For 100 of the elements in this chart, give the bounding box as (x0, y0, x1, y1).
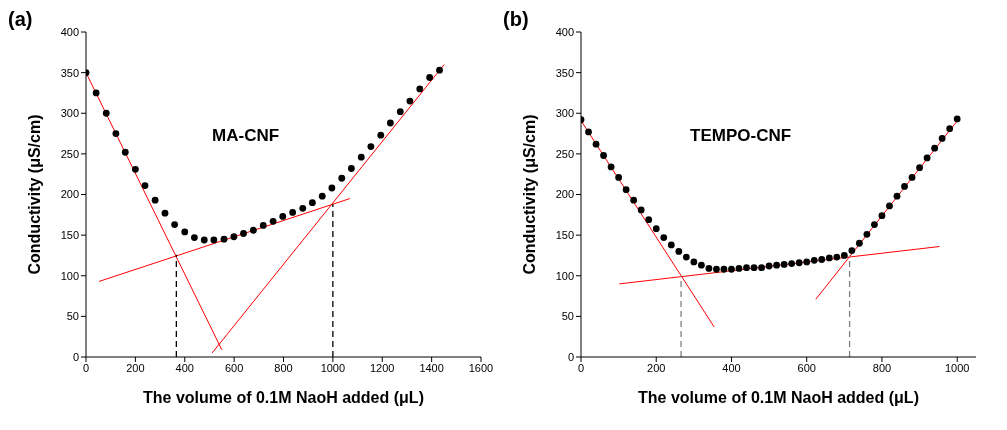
point (833, 253, 841, 261)
point (377, 131, 385, 139)
point (840, 252, 848, 259)
point (622, 186, 630, 194)
point (863, 230, 871, 238)
point (637, 206, 645, 214)
point (585, 128, 592, 136)
y-tick-label: 100 (555, 269, 574, 282)
point (946, 125, 954, 133)
point (728, 265, 735, 273)
point (161, 209, 169, 217)
y-tick-label: 400 (555, 25, 574, 38)
x-tick-label: 1000 (944, 361, 970, 374)
point (210, 236, 218, 244)
y-tick-label: 250 (555, 147, 574, 160)
point (151, 196, 159, 204)
y-tick-label: 0 (567, 350, 574, 363)
y-tick-label: 50 (66, 310, 79, 323)
point (259, 221, 267, 229)
x-tick-label: 1400 (419, 361, 444, 374)
y-tick-label: 0 (72, 350, 79, 363)
point (289, 208, 297, 216)
point (92, 89, 100, 97)
point (181, 228, 189, 236)
y-tick-label: 200 (555, 188, 574, 201)
y-tick-label: 350 (555, 66, 574, 79)
point (308, 199, 316, 207)
point (780, 260, 788, 268)
point (878, 212, 886, 220)
point (743, 264, 750, 272)
point (690, 258, 698, 266)
point (607, 163, 615, 171)
y-tick-label: 300 (555, 107, 574, 120)
point (908, 174, 916, 181)
x-axis-title: The volume of 0.1M NaoH added (μL) (638, 389, 919, 406)
y-tick-label: 200 (60, 188, 79, 201)
point (705, 265, 713, 272)
x-tick-label: 600 (224, 361, 244, 374)
annotation: MA-CNF (211, 126, 281, 146)
point (338, 174, 346, 182)
x-tick-label: 0 (82, 361, 90, 374)
point (735, 265, 743, 272)
point (916, 164, 923, 172)
x-tick-label: 600 (797, 361, 816, 374)
point (810, 256, 818, 264)
point (269, 217, 277, 225)
point (171, 221, 179, 228)
x-tick-label: 200 (126, 361, 145, 374)
y-tick-label: 350 (60, 66, 79, 79)
point (953, 115, 961, 123)
point (667, 241, 675, 249)
point (871, 221, 878, 228)
point (713, 265, 720, 273)
point (367, 143, 375, 150)
point (328, 184, 336, 192)
point (931, 144, 939, 152)
x-tick-label: 0 (577, 361, 585, 374)
point (923, 154, 931, 162)
point (682, 253, 690, 261)
point (893, 192, 901, 200)
annotation: TEMPO-CNF (689, 126, 793, 146)
y-tick-label: 100 (60, 269, 79, 282)
point (848, 247, 856, 254)
point (426, 74, 434, 81)
point (795, 259, 803, 267)
point (396, 108, 404, 116)
point (750, 264, 758, 272)
point (901, 182, 908, 190)
chart-title: (b) (503, 8, 529, 31)
point (121, 148, 129, 156)
x-tick-label: 1000 (320, 361, 346, 374)
point (788, 260, 796, 267)
y-tick-label: 50 (561, 310, 574, 323)
x-tick-label: 800 (274, 361, 293, 374)
point (855, 239, 863, 247)
point (347, 165, 355, 172)
x-tick-label: 200 (647, 361, 666, 374)
point (299, 204, 307, 212)
y-tick-label: 150 (60, 229, 79, 242)
y-axis-title: Conductivity (μS/cm) (520, 114, 538, 275)
y-tick-label: 150 (555, 229, 574, 242)
y-tick-label: 400 (60, 25, 79, 38)
point (387, 119, 394, 127)
point (615, 174, 623, 181)
point (758, 264, 765, 272)
point (279, 213, 287, 220)
point (697, 261, 705, 269)
x-axis-title: The volume of 0.1M NaoH added (μL) (143, 389, 424, 406)
point (190, 234, 198, 241)
x-tick-label: 400 (722, 361, 741, 374)
point (652, 225, 660, 233)
point (660, 234, 668, 241)
x-tick-label: 800 (872, 361, 892, 374)
point (720, 265, 728, 273)
point (773, 261, 781, 269)
x-tick-label: 1600 (468, 361, 494, 374)
point (141, 182, 149, 189)
point (318, 192, 326, 200)
y-tick-label: 300 (60, 107, 79, 120)
point (416, 85, 424, 93)
